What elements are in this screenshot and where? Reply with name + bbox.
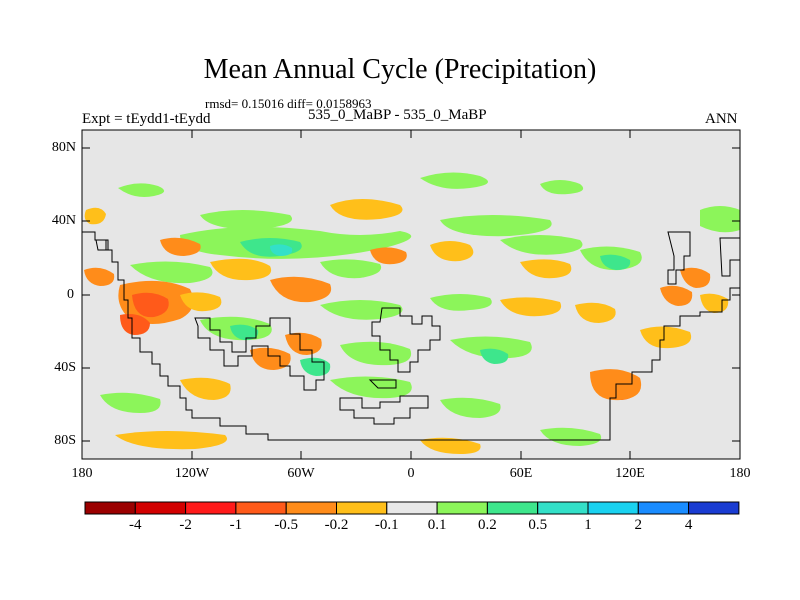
- continent-outline: [95, 239, 109, 251]
- lon-label-120w: 120W: [174, 466, 210, 481]
- anomaly-patch: [118, 183, 165, 197]
- anomaly-patch: [440, 397, 501, 418]
- anomaly-patch: [200, 210, 292, 230]
- anomaly-patch: [270, 244, 293, 256]
- anomaly-patch: [540, 180, 584, 195]
- anomaly-patch: [270, 276, 332, 303]
- plot-title: Mean Annual Cycle (Precipitation): [203, 54, 597, 85]
- lon-label-60e: 60E: [509, 466, 533, 481]
- anomaly-patch: [660, 285, 693, 306]
- colorbar-label: 0.5: [528, 517, 548, 533]
- anomaly-patch: [115, 431, 227, 450]
- anomaly-patch: [540, 427, 602, 446]
- anomaly-patch: [130, 261, 213, 284]
- lat-label-40S: 40S: [54, 360, 76, 375]
- anomaly-patch: [160, 237, 201, 256]
- colorbar-label: -1: [229, 517, 243, 533]
- lon-label-180w: 180: [71, 466, 93, 481]
- colorbar-label: -0.1: [374, 517, 399, 533]
- colorbar-swatch: [386, 501, 438, 515]
- anomaly-patch: [680, 267, 711, 288]
- anomaly-patch: [320, 259, 382, 279]
- anomaly-patch: [84, 207, 106, 225]
- continent-outline: [82, 231, 740, 441]
- colorbar-swatch: [134, 501, 187, 515]
- experiment-label: Expt = tEydd1-tEydd: [82, 111, 211, 127]
- anomaly-patch: [420, 437, 481, 454]
- anomaly-patch: [575, 302, 616, 323]
- anomaly-patch: [100, 392, 161, 413]
- anomaly-patch: [480, 348, 509, 364]
- anomaly-patch: [430, 241, 474, 262]
- colorbar-label: 2: [634, 517, 643, 533]
- colorbar-swatch: [688, 501, 740, 515]
- anomaly-patch: [285, 332, 322, 355]
- anomaly-patch: [330, 376, 412, 399]
- continent-outline: [667, 231, 691, 285]
- colorbar-label: -2: [179, 517, 192, 533]
- stats-text: rmsd= 0.15016 diff= 0.0158963: [205, 96, 372, 111]
- continent-outline: [371, 307, 441, 373]
- colorbar-label: -0.2: [324, 517, 349, 533]
- continent-outline: [368, 379, 397, 389]
- colorbar-swatch: [84, 501, 136, 515]
- continent-outline: [719, 237, 740, 277]
- continent-outline: [194, 317, 325, 391]
- season-label: ANN: [705, 111, 738, 127]
- anomaly-patch: [180, 292, 222, 312]
- anomaly-patch: [600, 254, 631, 270]
- anomaly-patch: [320, 300, 403, 320]
- anomaly-patch: [450, 336, 532, 359]
- lon-label-120e: 120E: [615, 466, 645, 481]
- colorbar-swatch: [235, 501, 287, 515]
- lon-label-0: 0: [407, 466, 415, 481]
- lat-label-80N: 80N: [51, 140, 76, 155]
- anomaly-patch: [330, 199, 403, 220]
- colorbar-label: 0.2: [478, 517, 497, 533]
- anomaly-patch: [440, 215, 552, 237]
- lat-label-40N: 40N: [51, 213, 76, 228]
- precip-anomaly-field: [84, 172, 740, 454]
- anomaly-patch: [430, 294, 492, 311]
- lat-label-80S: 80S: [54, 433, 76, 448]
- colorbar-label: 4: [684, 517, 693, 533]
- colorbar-label: -0.5: [274, 517, 299, 533]
- anomaly-patch: [700, 293, 729, 313]
- coastlines: [82, 231, 740, 441]
- colorbar-label: 0.1: [427, 517, 447, 533]
- anomaly-patch: [700, 206, 740, 233]
- axis-ticks: [81, 130, 741, 459]
- lat-label-0: 0: [67, 287, 74, 302]
- case-label: 535_0_MaBP - 535_0_MaBP: [308, 107, 487, 123]
- anomaly-patch: [500, 235, 583, 255]
- continent-outline: [339, 395, 429, 425]
- anomaly-patch: [370, 247, 407, 265]
- anomaly-patch: [230, 324, 259, 340]
- colorbar-label: 1: [584, 517, 592, 533]
- colorbar-swatch: [587, 501, 639, 515]
- colorbar-swatch: [185, 501, 237, 515]
- lon-label-60w: 60W: [287, 466, 315, 481]
- anomaly-patch: [500, 297, 562, 317]
- colorbar-swatch: [436, 501, 488, 515]
- colorbar-swatch: [336, 501, 388, 515]
- anomaly-patch: [84, 267, 115, 286]
- colorbar-swatch: [486, 501, 539, 515]
- anomaly-patch: [640, 326, 692, 349]
- anomaly-patch: [120, 314, 150, 335]
- anomaly-patch: [180, 377, 231, 400]
- anomaly-patch: [420, 172, 488, 189]
- lon-label-180e: 180: [729, 466, 751, 481]
- anomaly-patch: [210, 258, 272, 281]
- anomaly-patch: [340, 341, 412, 366]
- colorbar: [84, 501, 740, 515]
- anomaly-patch: [520, 259, 572, 279]
- colorbar-swatch: [537, 501, 589, 515]
- colorbar-swatch: [637, 501, 690, 515]
- anomaly-patch: [132, 292, 169, 318]
- colorbar-label: -4: [129, 517, 142, 533]
- colorbar-swatch: [285, 501, 338, 515]
